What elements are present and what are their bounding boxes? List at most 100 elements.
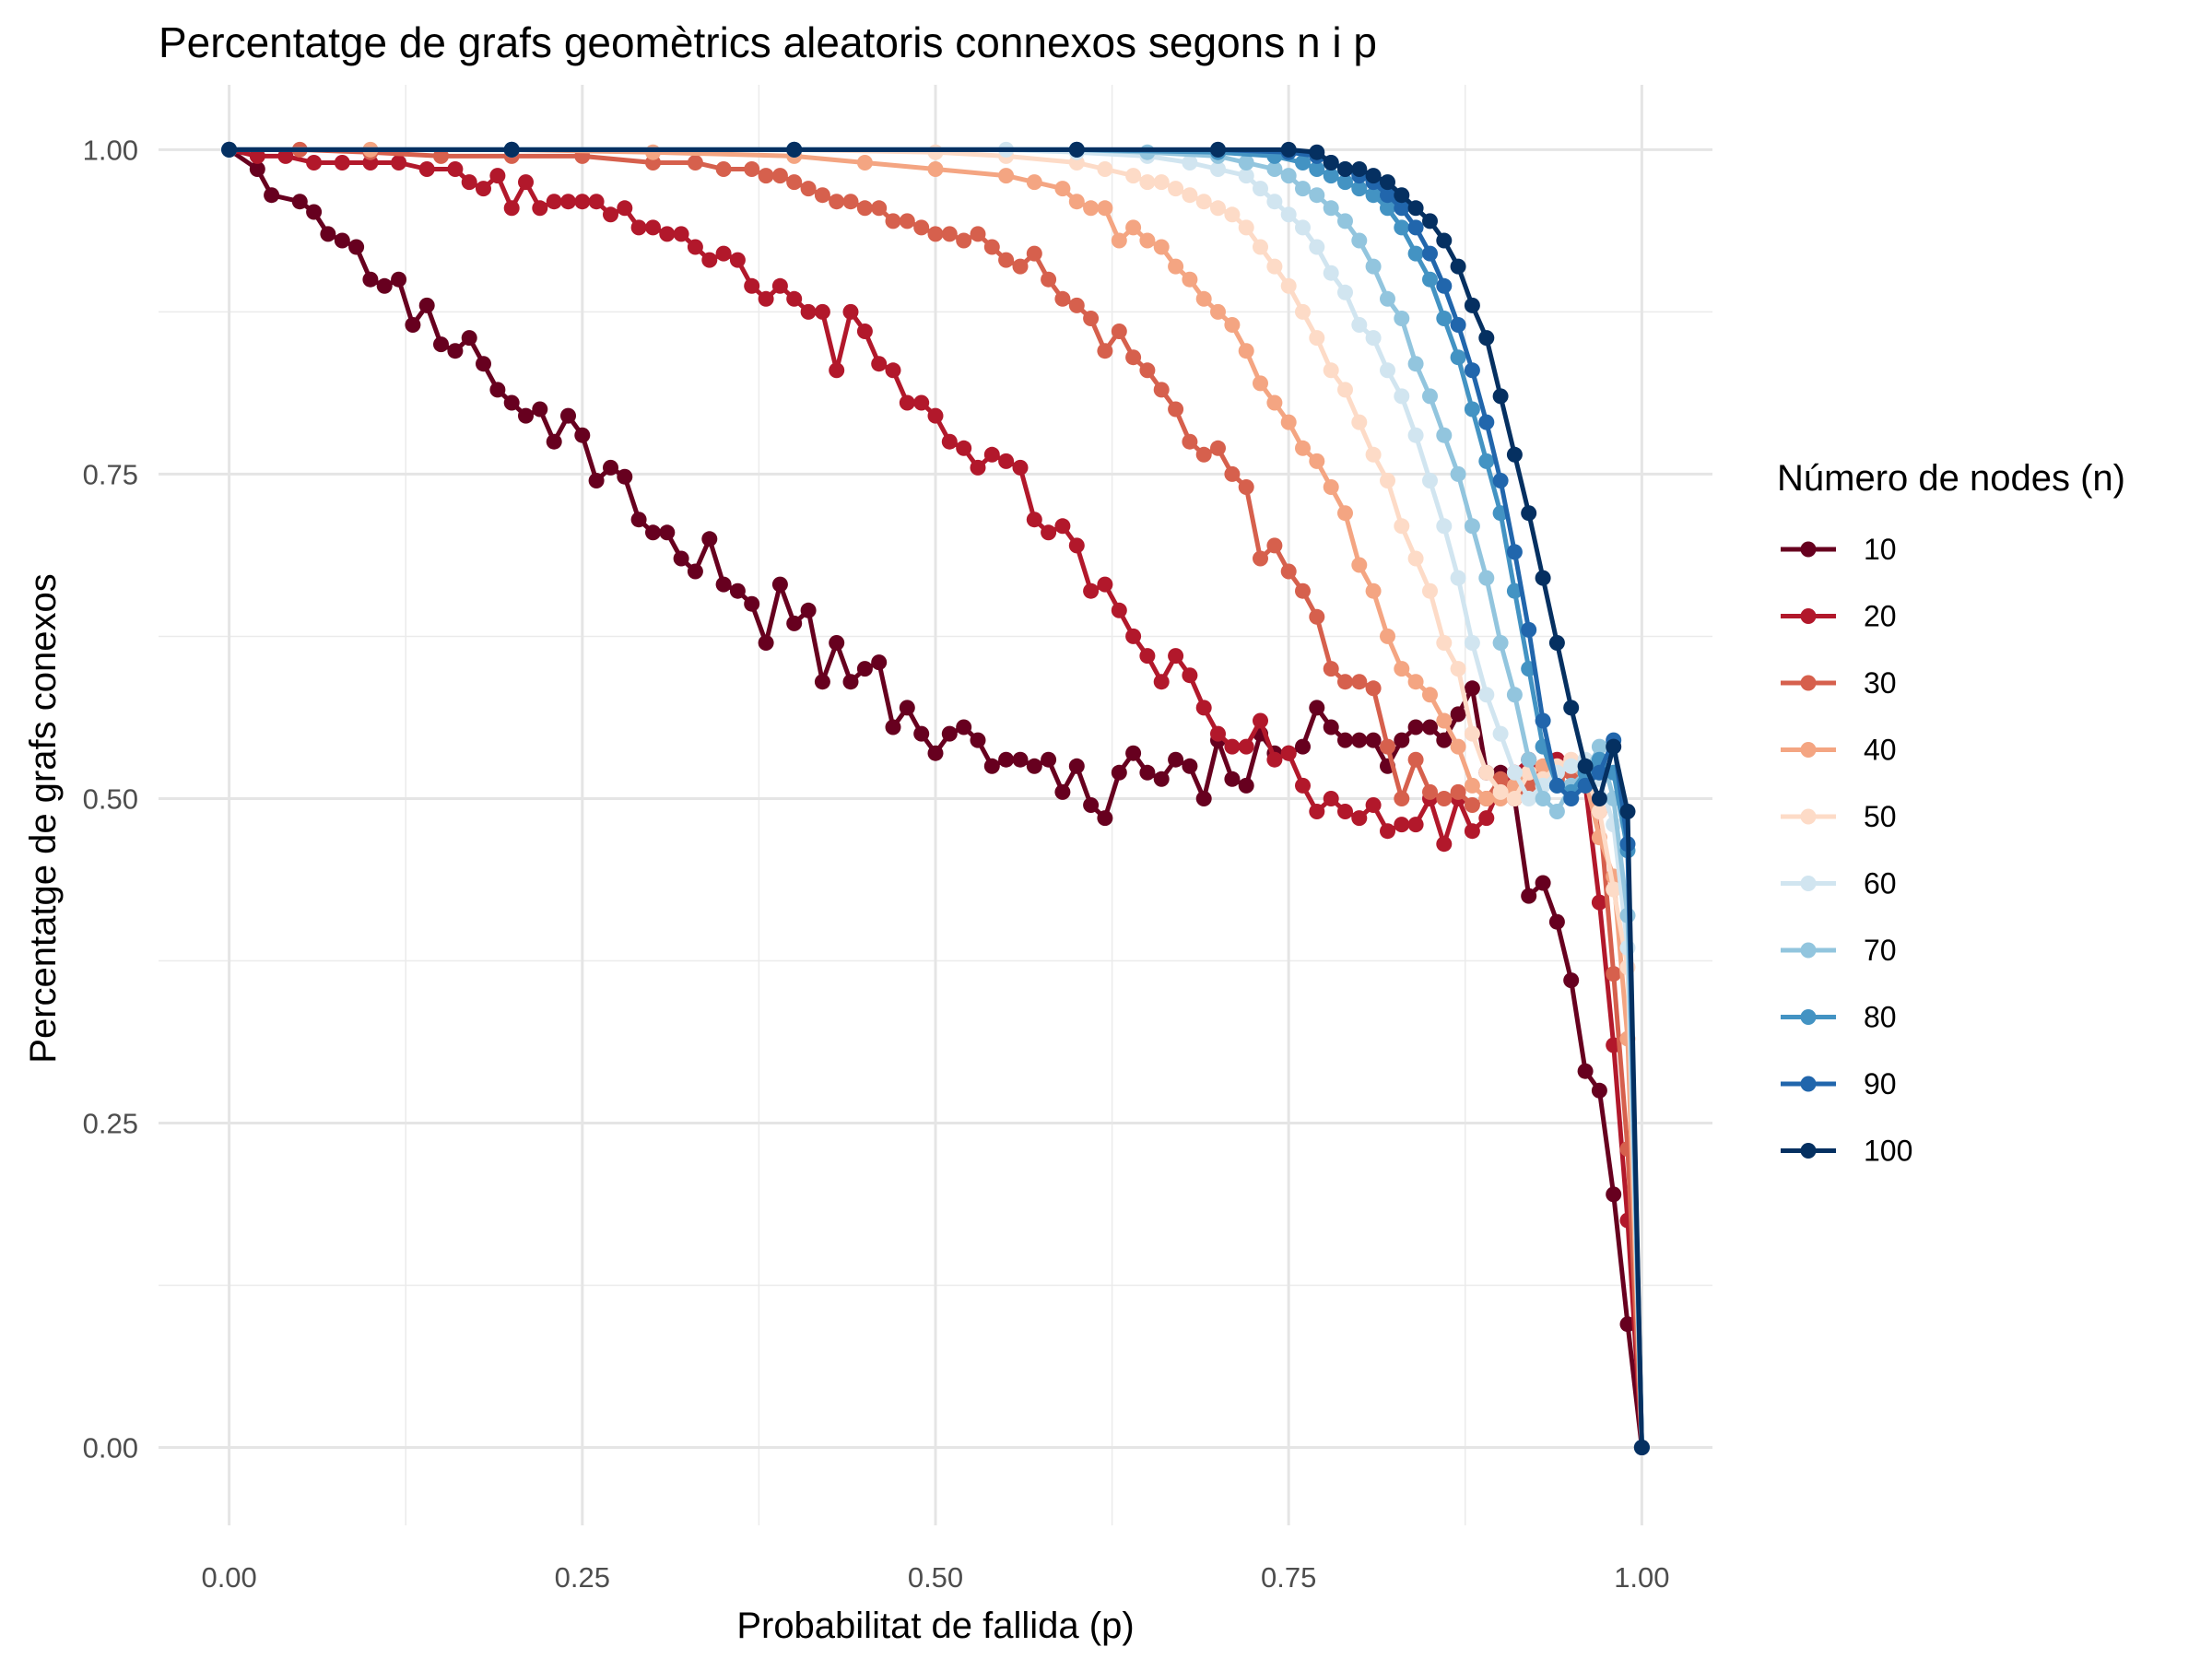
data-point	[1365, 330, 1382, 347]
data-point	[1068, 297, 1085, 313]
data-point	[645, 524, 661, 541]
y-axis-title: Percentatge de grafs conexos	[23, 573, 64, 1063]
data-point	[1464, 401, 1480, 418]
data-point	[376, 277, 393, 294]
data-point	[1478, 810, 1495, 827]
data-point	[1351, 232, 1368, 249]
data-point	[1478, 791, 1495, 806]
data-point	[842, 674, 859, 690]
data-point	[306, 155, 323, 171]
data-point	[1168, 181, 1184, 197]
data-point	[1097, 343, 1113, 359]
data-point	[1054, 783, 1071, 800]
data-point	[1548, 777, 1565, 794]
data-point	[1054, 290, 1071, 307]
data-point	[1591, 791, 1607, 806]
data-point	[899, 700, 915, 716]
data-point	[1436, 836, 1453, 853]
data-point	[1591, 1082, 1607, 1099]
data-point	[1266, 194, 1283, 210]
data-point	[998, 252, 1015, 268]
data-point	[856, 324, 873, 339]
legend-label: 50	[1864, 800, 1897, 833]
data-point	[447, 343, 464, 359]
data-point	[1450, 349, 1466, 366]
data-point	[1422, 245, 1438, 262]
data-point	[1506, 764, 1523, 781]
data-point	[532, 200, 548, 217]
data-point	[829, 362, 845, 379]
data-point	[885, 719, 901, 735]
data-point	[927, 407, 944, 424]
data-point	[418, 161, 435, 177]
data-point	[1182, 155, 1198, 171]
data-point	[1591, 894, 1607, 911]
data-point	[1210, 141, 1226, 158]
chart-title: Percentatge de grafs geomètrics aleatori…	[159, 18, 1377, 66]
x-tick-label: 0.00	[201, 1561, 256, 1594]
data-point	[334, 155, 350, 171]
data-point	[1436, 232, 1453, 249]
data-point	[1153, 674, 1170, 690]
data-point	[1563, 972, 1580, 989]
data-point	[1506, 791, 1523, 806]
data-point	[1012, 258, 1029, 275]
data-point	[1436, 712, 1453, 729]
data-point	[758, 635, 774, 651]
data-point	[1365, 732, 1382, 748]
data-point	[1125, 349, 1142, 366]
data-point	[1380, 174, 1395, 191]
data-point	[729, 582, 746, 599]
data-point	[1238, 479, 1254, 495]
data-point	[1394, 187, 1410, 204]
data-point	[1407, 817, 1424, 833]
data-point	[1125, 628, 1142, 644]
data-point	[1365, 797, 1382, 813]
data-point	[687, 563, 703, 580]
data-point	[1380, 187, 1395, 204]
data-point	[574, 427, 591, 443]
legend-label: 40	[1864, 734, 1897, 767]
data-point	[1337, 284, 1353, 300]
data-point	[1464, 297, 1480, 313]
data-point	[1478, 687, 1495, 703]
data-point	[1210, 440, 1226, 456]
data-point	[913, 219, 930, 236]
data-point	[1606, 881, 1622, 898]
data-point	[885, 362, 901, 379]
data-point	[1337, 382, 1353, 398]
data-point	[1436, 791, 1453, 806]
data-point	[1450, 706, 1466, 723]
data-point	[1394, 311, 1410, 326]
legend-item-50: 50	[1781, 800, 1897, 833]
data-point	[1380, 362, 1395, 379]
data-point	[1280, 277, 1297, 294]
legend-item-30: 30	[1781, 666, 1897, 700]
data-point	[1295, 219, 1311, 236]
data-point	[560, 407, 576, 424]
data-point	[1591, 804, 1607, 819]
data-point	[1041, 271, 1057, 288]
data-point	[1280, 414, 1297, 430]
data-point	[1266, 258, 1283, 275]
data-point	[1337, 161, 1353, 177]
data-point	[701, 252, 718, 268]
data-point	[1606, 738, 1622, 755]
data-point	[913, 394, 930, 411]
legend-title: Número de nodes (n)	[1777, 458, 2125, 499]
data-point	[1337, 505, 1353, 522]
data-point	[1238, 343, 1254, 359]
data-point	[1238, 738, 1254, 755]
data-point	[983, 758, 1000, 774]
data-point	[1436, 427, 1453, 443]
data-point	[1041, 524, 1057, 541]
legend-key-point	[1800, 608, 1817, 624]
data-point	[701, 531, 718, 547]
data-point	[956, 719, 972, 735]
data-point	[1464, 362, 1480, 379]
data-point	[1450, 317, 1466, 333]
series-layer	[221, 141, 1650, 1455]
data-point	[758, 168, 774, 184]
data-point	[1083, 200, 1100, 217]
